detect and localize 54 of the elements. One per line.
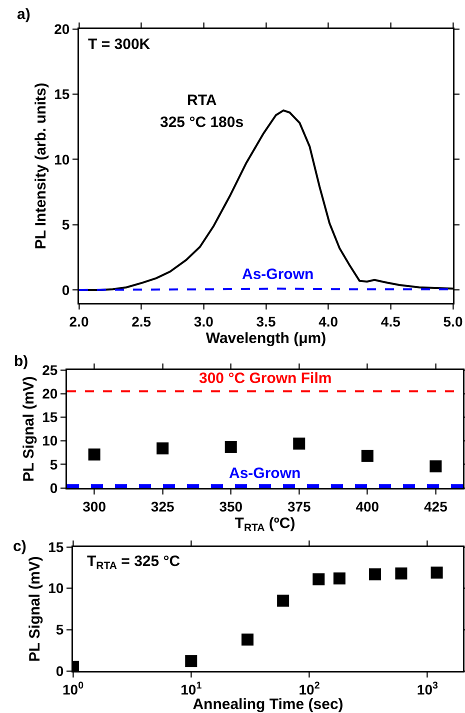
- annotation: RTA: [187, 92, 217, 109]
- x-tick-label: 375: [287, 498, 312, 514]
- y-tick-label: 20: [54, 20, 70, 37]
- x-tick-label: 3.0: [194, 313, 214, 330]
- x-tick-label: 2.5: [132, 313, 152, 330]
- point: [224, 440, 237, 453]
- ref-line-label: As-Grown: [229, 465, 301, 482]
- y-tick-label: 15: [54, 86, 70, 102]
- y-tick-label: 25: [42, 362, 58, 378]
- y-tick-label: 0: [56, 662, 64, 679]
- y-axis-title: PL Signal (mV): [20, 376, 38, 482]
- annotation: T$_{RTA}$ = 325 °C: [87, 553, 180, 572]
- x-tick-label: 10$^{2}$: [298, 680, 320, 698]
- x-axis-title: Annealing Time (sec): [192, 696, 344, 713]
- x-axis-title: T$_{RTA}$ (ºC): [234, 515, 296, 534]
- y-tick-label: 5: [56, 622, 64, 638]
- x-tick-label: 325: [150, 498, 174, 514]
- point: [430, 460, 442, 472]
- x-tick-label: 300: [82, 498, 106, 514]
- y-tick-label: 10: [48, 580, 64, 596]
- text: c): [13, 538, 26, 555]
- y-axis-title: PL Intensity (arb. units): [32, 82, 50, 250]
- x-tick-label: 4.0: [318, 313, 338, 330]
- text: b): [14, 353, 28, 370]
- point: [361, 450, 374, 462]
- y-tick-label: 10: [42, 432, 58, 449]
- x-tick-label: 10$^{0}$: [62, 680, 84, 698]
- x-tick-label: 400: [356, 498, 380, 514]
- y-tick-label: 5: [62, 216, 70, 233]
- x-tick-label: 5.0: [443, 313, 463, 330]
- x-tick-label: 10$^{3}$: [416, 680, 438, 698]
- x-axis-title: Wavelength (μm): [206, 330, 326, 348]
- y-tick-label: 20: [42, 386, 58, 402]
- x-tick-label: 3.5: [256, 313, 276, 330]
- y-axis-title: PL Signal (mV): [26, 556, 44, 662]
- annotation: 325 °C 180s: [160, 114, 244, 131]
- point: [293, 438, 306, 450]
- x-tick-label: 350: [219, 498, 243, 514]
- y-tick-label: 0: [62, 282, 70, 298]
- point: [156, 442, 169, 454]
- point: [88, 448, 100, 460]
- y-tick-label: 15: [48, 538, 64, 555]
- x-tick-label: 425: [424, 498, 448, 514]
- x-tick-label: 4.5: [380, 313, 401, 330]
- y-tick-label: 10: [54, 151, 70, 168]
- y-tick-label: 15: [42, 409, 58, 426]
- y-tick-label: 0: [50, 480, 58, 496]
- y-tick-label: 5: [50, 456, 58, 472]
- series-label: As-Grown: [242, 266, 314, 283]
- text: a): [17, 6, 30, 23]
- x-tick-label: 2.0: [69, 313, 89, 330]
- ref-line-label: 300 °C Grown Film: [199, 370, 332, 387]
- annotation: T = 300K: [88, 36, 150, 53]
- x-tick-label: 10$^{1}$: [180, 680, 202, 698]
